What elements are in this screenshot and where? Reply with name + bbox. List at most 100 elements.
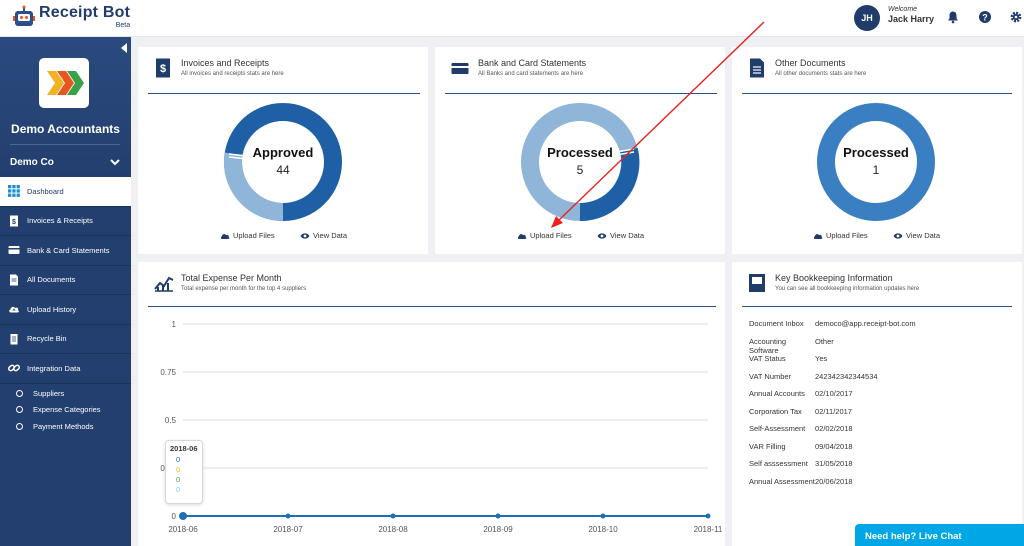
bookkeeping-key: Corporation Tax bbox=[749, 406, 802, 416]
data-point bbox=[179, 512, 187, 520]
app-logo[interactable]: Receipt Bot Beta bbox=[12, 5, 130, 29]
organisation-logo bbox=[39, 58, 89, 108]
tooltip-value: 0 bbox=[176, 475, 181, 484]
cloud-upload-icon bbox=[517, 233, 527, 239]
expense-line-chart: 00.250.50.7512018-062018-072018-082018-0… bbox=[160, 320, 723, 534]
x-tick-label: 2018-10 bbox=[588, 525, 618, 534]
sidebar-nav: Dashboard $ Invoices & Receipts Bank & C… bbox=[0, 177, 131, 384]
svg-text:$: $ bbox=[12, 219, 16, 226]
y-tick-label: 1 bbox=[172, 320, 177, 329]
user-greeting[interactable]: Welcome Jack Harry bbox=[888, 6, 934, 25]
upload-files-button[interactable]: Upload Files bbox=[517, 231, 572, 240]
sidebar-item-payment-methods[interactable]: Payment Methods bbox=[0, 418, 131, 435]
invoice-icon: $ bbox=[10, 215, 18, 227]
document-icon bbox=[750, 58, 764, 78]
card-subtitle: You can see all bookkeeping information … bbox=[775, 286, 920, 292]
card-subtitle: Total expense per month for the top 4 su… bbox=[181, 286, 307, 292]
upload-files-label: Upload Files bbox=[530, 231, 572, 240]
user-avatar[interactable]: JH bbox=[854, 5, 880, 31]
bookkeeping-row: Annual Assessment 20/06/2018 bbox=[749, 477, 1019, 486]
bookkeeping-row: Accounting Software Other bbox=[749, 337, 1019, 355]
x-tick-label: 2018-11 bbox=[694, 525, 723, 534]
status-label: Processed bbox=[843, 145, 909, 160]
document-icon bbox=[10, 274, 18, 286]
bookkeeping-value: 02/02/2018 bbox=[815, 424, 853, 433]
tooltip-value: 0 bbox=[176, 455, 181, 464]
view-data-label: View Data bbox=[313, 231, 348, 240]
upload-files-button[interactable]: Upload Files bbox=[220, 231, 275, 240]
sidebar-item-label: Bank & Card Statements bbox=[27, 245, 110, 255]
view-data-label: View Data bbox=[610, 231, 645, 240]
bell-icon[interactable] bbox=[946, 10, 960, 24]
card-title: Invoices and Receipts bbox=[181, 58, 270, 68]
other-documents-card: Other Documents All other documents stat… bbox=[732, 47, 1022, 254]
y-tick-label: 0.75 bbox=[160, 368, 176, 377]
sidebar-item-label: Invoices & Receipts bbox=[27, 216, 93, 226]
svg-text:?: ? bbox=[982, 12, 988, 22]
status-label: Approved bbox=[252, 145, 314, 160]
card-subtitle: All other documents stats are here bbox=[775, 71, 867, 77]
data-point bbox=[705, 513, 711, 519]
app-badge: Beta bbox=[115, 22, 131, 29]
book-icon bbox=[749, 274, 765, 292]
sidebar-item-invoices-receipts[interactable]: $ Invoices & Receipts bbox=[0, 207, 131, 236]
y-tick-label: 0 bbox=[172, 512, 177, 521]
bookkeeping-key: VAT Status bbox=[749, 354, 786, 363]
view-data-button[interactable]: View Data bbox=[597, 231, 644, 240]
cloud-upload-icon bbox=[220, 233, 230, 239]
bookkeeping-row: Document Inbox democo@app.receipt-bot.com bbox=[749, 319, 1019, 328]
x-tick-label: 2018-07 bbox=[273, 525, 303, 534]
bookkeeping-row: VAT Status Yes bbox=[749, 354, 1019, 363]
view-data-button[interactable]: View Data bbox=[893, 231, 940, 240]
card-title: Other Documents bbox=[775, 58, 846, 68]
status-count: 5 bbox=[576, 163, 584, 177]
card-title: Total Expense Per Month bbox=[181, 273, 282, 283]
bookkeeping-value: 20/06/2018 bbox=[815, 476, 853, 486]
divider bbox=[445, 93, 717, 94]
sidebar-item-upload-history[interactable]: Upload History bbox=[0, 295, 131, 325]
collapse-sidebar-icon[interactable] bbox=[121, 43, 127, 53]
robot-logo-icon bbox=[13, 5, 35, 26]
sidebar-item-dashboard[interactable]: Dashboard bbox=[0, 177, 131, 207]
upload-files-label: Upload Files bbox=[233, 231, 275, 240]
bookkeeping-key: VAT Number bbox=[749, 371, 792, 381]
status-donut-chart bbox=[224, 103, 342, 222]
chart-tooltip: 2018-06 0 0 0 0 bbox=[165, 440, 203, 504]
upload-files-button[interactable]: Upload Files bbox=[813, 231, 868, 240]
card-icon bbox=[8, 246, 20, 255]
sidebar-item-integration-data[interactable]: Integration Data bbox=[0, 354, 131, 384]
circle-bullet-icon bbox=[16, 422, 23, 430]
chevron-down-icon[interactable] bbox=[110, 158, 120, 166]
sidebar-item-recycle-bin[interactable]: Recycle Bin bbox=[0, 325, 131, 354]
circle-bullet-icon bbox=[16, 389, 23, 397]
sidebar-item-suppliers[interactable]: Suppliers bbox=[0, 385, 131, 402]
eye-icon bbox=[893, 232, 903, 239]
data-point bbox=[495, 513, 501, 519]
organisation-name: Demo Accountants bbox=[11, 122, 120, 136]
line-chart-icon bbox=[154, 276, 174, 292]
live-chat-button[interactable]: Need help? Live Chat bbox=[855, 524, 1024, 546]
view-data-button[interactable]: View Data bbox=[300, 231, 347, 240]
chevrons-logo-icon bbox=[47, 71, 84, 95]
x-tick-label: 2018-08 bbox=[378, 525, 408, 534]
help-icon[interactable]: ? bbox=[978, 10, 992, 24]
sidebar-item-expense-categories[interactable]: Expense Categories bbox=[0, 402, 131, 419]
status-count: 44 bbox=[276, 163, 290, 177]
sidebar-item-bank-card-statements[interactable]: Bank & Card Statements bbox=[0, 236, 131, 266]
bookkeeping-key: Self asssessment bbox=[749, 459, 808, 468]
data-point bbox=[600, 513, 606, 519]
sidebar-item-label: Upload History bbox=[27, 304, 77, 314]
company-selector-label[interactable]: Demo Co bbox=[10, 157, 54, 168]
bookkeeping-key: VAR Filling bbox=[749, 441, 786, 451]
sidebar-item-label: Integration Data bbox=[27, 363, 81, 373]
divider bbox=[742, 306, 1012, 307]
gear-icon[interactable] bbox=[1009, 10, 1023, 24]
bookkeeping-value: democo@app.receipt-bot.com bbox=[815, 319, 916, 328]
sidebar-item-all-documents[interactable]: All Documents bbox=[0, 266, 131, 295]
app-name: Receipt Bot bbox=[39, 4, 131, 21]
upload-files-label: Upload Files bbox=[826, 231, 868, 240]
eye-icon bbox=[597, 232, 607, 239]
tooltip-month: 2018-06 bbox=[170, 444, 198, 453]
bank-card-statements-card: Bank and Card Statements All Banks and c… bbox=[435, 47, 725, 254]
